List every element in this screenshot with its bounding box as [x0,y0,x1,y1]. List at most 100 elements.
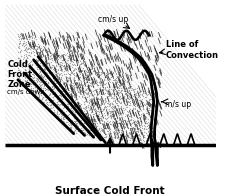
Point [123,138,127,141]
Point [106,111,109,114]
Point [82,82,85,85]
Point [102,78,106,81]
Point [70,113,74,116]
Point [132,125,135,128]
Point [132,135,135,138]
Point [67,68,71,71]
Point [32,44,36,48]
Point [70,62,74,65]
Point [62,117,65,120]
Point [118,119,121,122]
Point [73,122,76,125]
Point [125,100,129,103]
Point [125,91,129,94]
Point [69,101,73,104]
Point [71,93,74,96]
Point [55,82,58,85]
Point [92,93,96,96]
Point [49,60,53,64]
Point [27,66,31,70]
Point [118,122,122,125]
Point [115,101,118,104]
Point [80,110,84,113]
Point [119,125,123,128]
Point [135,115,139,119]
Point [104,135,108,138]
Point [96,93,100,96]
Point [17,69,21,72]
Point [105,111,109,114]
Point [60,119,63,122]
Point [149,98,153,101]
Point [70,66,73,69]
Point [39,85,43,89]
Point [68,118,72,121]
Point [52,93,55,96]
Point [33,89,36,92]
Point [60,117,63,120]
Point [63,59,67,63]
Point [24,86,28,89]
Point [57,114,60,117]
Point [71,57,75,60]
Point [34,83,38,86]
Point [88,119,92,122]
Point [82,102,86,105]
Point [112,113,116,117]
Point [55,107,59,110]
Point [28,63,32,66]
Point [17,35,21,38]
Point [49,56,53,59]
Point [52,95,55,98]
Point [72,130,76,133]
Point [145,103,148,106]
Point [79,69,82,72]
Point [65,58,69,62]
Point [64,110,68,113]
Point [31,76,35,79]
Point [92,96,95,100]
Point [90,130,94,133]
Point [69,59,73,62]
Point [103,85,107,88]
Point [114,98,118,101]
Point [72,116,76,119]
Point [47,68,50,71]
Point [94,112,98,115]
Point [34,78,37,81]
Point [95,97,99,101]
Point [107,76,110,80]
Point [27,54,31,57]
Point [40,79,44,82]
Point [99,92,102,95]
Point [97,91,100,94]
Point [44,64,48,68]
Point [88,109,91,112]
Point [27,34,31,37]
Point [34,62,37,65]
Point [24,55,27,58]
Point [17,77,20,80]
Point [86,87,90,90]
Point [126,99,129,102]
Point [102,101,105,104]
Point [100,127,103,130]
Point [114,129,118,132]
Point [127,103,131,106]
Point [110,113,114,116]
Point [33,60,37,63]
Point [97,71,101,74]
Point [78,108,82,111]
Point [68,66,71,70]
Point [93,133,97,136]
Point [132,114,135,117]
Point [75,88,78,91]
Point [78,89,82,92]
Point [135,130,139,133]
Point [77,128,81,131]
Point [73,123,77,127]
Point [131,120,135,123]
Point [121,98,125,102]
Point [49,106,53,109]
Point [60,104,64,107]
